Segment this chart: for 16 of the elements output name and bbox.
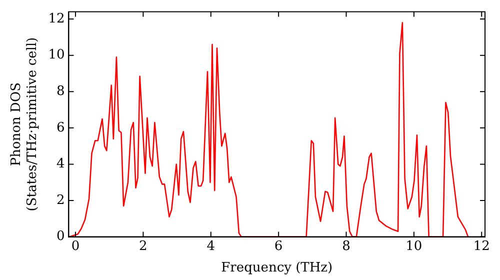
y-tick-label: 4 xyxy=(56,156,65,172)
x-tick-label: 2 xyxy=(139,238,148,254)
x-tick-label: 6 xyxy=(274,238,283,254)
x-tick-label: 10 xyxy=(406,238,422,254)
x-tick-label: 8 xyxy=(342,238,350,254)
y-axis-title: Phonon DOS (States/THz·primitive cell) xyxy=(9,37,40,212)
y-tick-label: 2 xyxy=(56,192,65,208)
y-tick-label: 10 xyxy=(48,48,65,63)
y-tick-label: 12 xyxy=(48,11,65,26)
x-tick-label: 4 xyxy=(206,238,216,254)
y-tick-label: 0 xyxy=(56,229,65,244)
x-tick-label: 12 xyxy=(473,238,490,254)
x-axis-title: Frequency (THz) xyxy=(221,260,333,276)
x-tick-label: 0 xyxy=(71,238,80,254)
y-tick-label: 8 xyxy=(56,84,65,100)
y-tick-label: 6 xyxy=(56,120,65,136)
